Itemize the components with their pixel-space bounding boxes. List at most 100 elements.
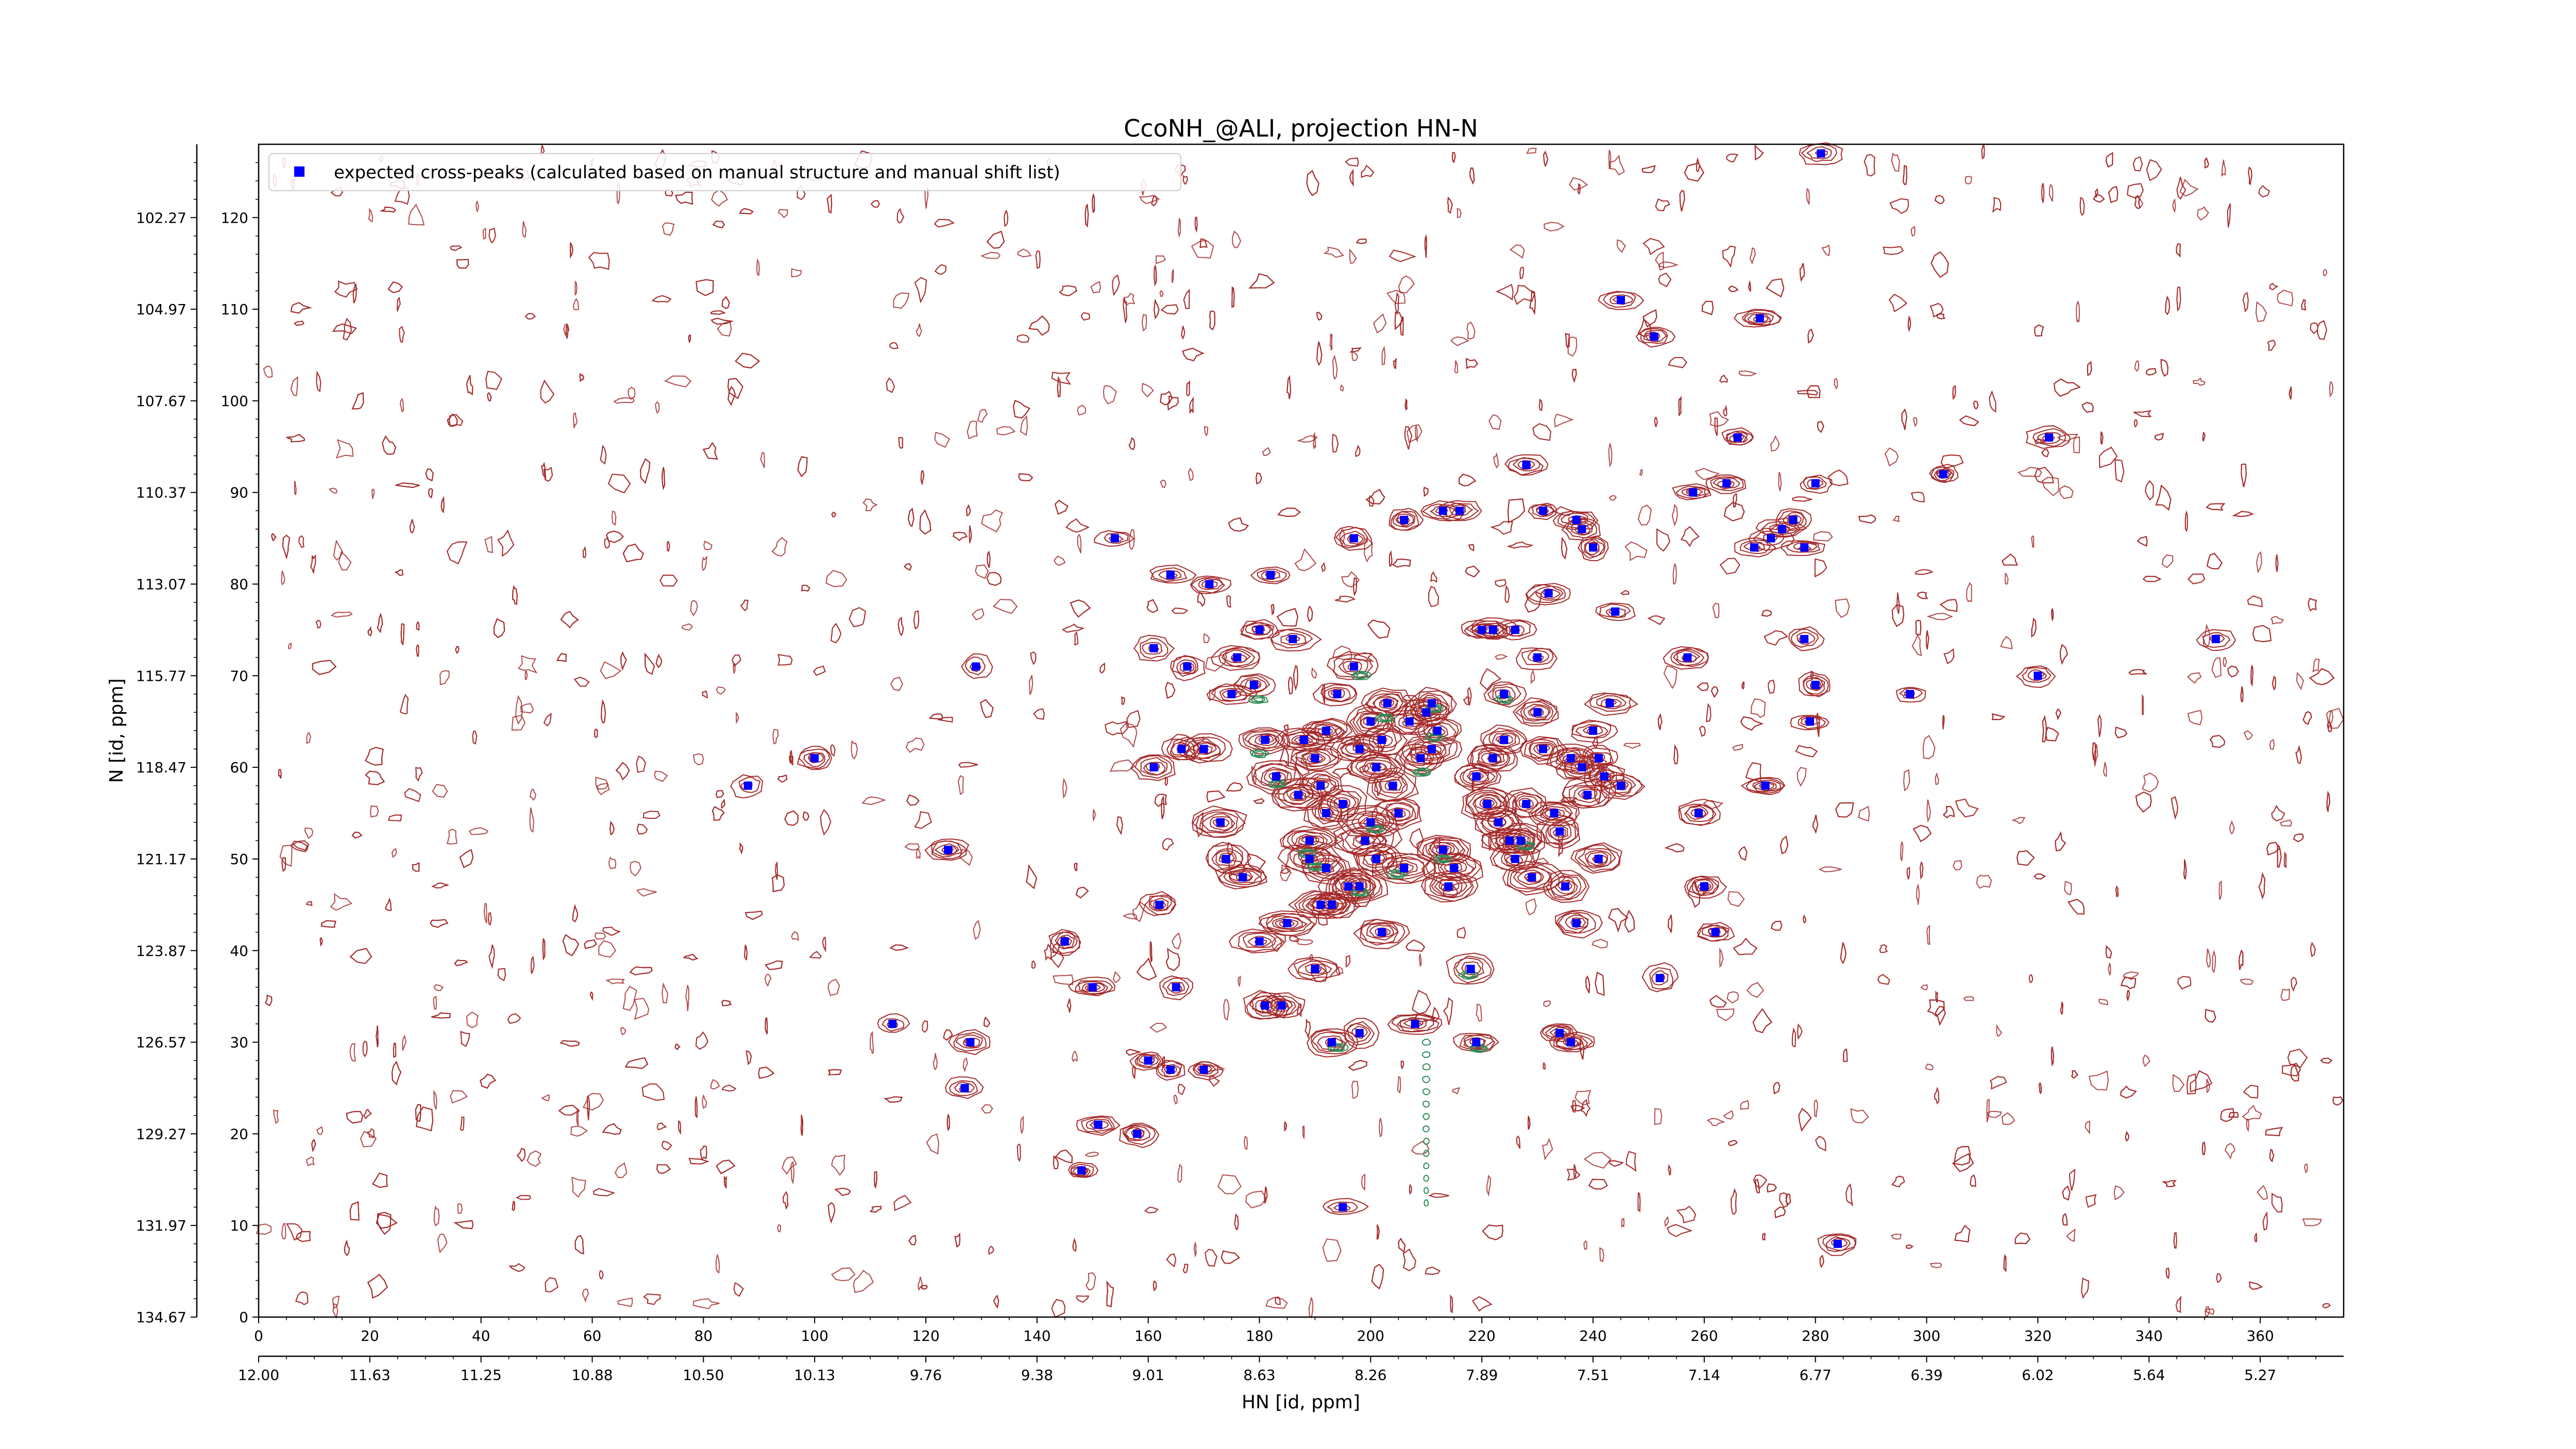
noise-contour (986, 572, 1002, 586)
noise-contour (2303, 1163, 2308, 1174)
noise-contour (315, 619, 321, 629)
noise-contour (1195, 812, 1204, 838)
cross-peak-point (1539, 745, 1547, 753)
noise-contour (529, 807, 534, 833)
peak-contour (1566, 519, 1598, 539)
noise-contour (1125, 1049, 1142, 1056)
noise-contour (1228, 517, 1249, 532)
noise-contour (2272, 676, 2276, 690)
noise-contour (612, 510, 617, 526)
negative-contour (1422, 1075, 1431, 1083)
noise-contour (1879, 944, 1888, 953)
noise-contour (588, 251, 610, 270)
peak-contour (1584, 541, 1600, 555)
noise-contour (1741, 681, 1745, 690)
peak-contour (1287, 957, 1341, 983)
peak-contour (1385, 802, 1414, 821)
negative-contour (1515, 840, 1536, 851)
noise-contour (1723, 502, 1745, 521)
noise-contour (1771, 920, 1783, 931)
noise-contour (636, 888, 657, 897)
peak-contour (1578, 535, 1609, 562)
noise-contour (1361, 165, 1375, 178)
noise-contour (1452, 1087, 1461, 1095)
noise-contour (2320, 1057, 2333, 1064)
noise-contour (620, 651, 627, 671)
noise-contour (1623, 743, 1641, 749)
peak-contour (1240, 677, 1267, 693)
y-tick-label: 100 (221, 393, 248, 410)
noise-contour (641, 1083, 665, 1101)
noise-contour (2059, 644, 2069, 665)
negative-contour (1368, 825, 1383, 833)
cross-peak-point (1500, 689, 1509, 698)
noise-contour (1740, 716, 1764, 731)
peak-contour (1425, 839, 1464, 860)
noise-contour (701, 555, 707, 571)
noise-contour (1964, 176, 1972, 184)
noise-contour (1132, 1065, 1136, 1080)
noise-contour (1706, 1118, 1725, 1126)
noise-contour (1307, 605, 1313, 622)
noise-contour (351, 831, 363, 839)
noise-contour (1608, 149, 1612, 169)
noise-contour (1349, 248, 1357, 264)
peak-contour (1930, 466, 1954, 483)
noise-contour (1033, 708, 1045, 720)
noise-contour (1544, 222, 1565, 232)
peak-contour (1535, 585, 1564, 601)
noise-contour (1353, 577, 1358, 597)
negative-contour (1521, 843, 1531, 849)
noise-contour (1858, 514, 1876, 524)
noise-contour (1286, 375, 1292, 399)
noise-contour (400, 623, 405, 646)
negative-contour (1376, 714, 1393, 722)
cross-peak-point (1594, 754, 1603, 763)
noise-contour (740, 599, 749, 612)
noise-contour (834, 1187, 851, 1197)
noise-contour (1306, 170, 1319, 196)
negative-contour (1422, 1088, 1431, 1096)
noise-contour (2034, 324, 2044, 336)
cross-peak-point (1305, 854, 1314, 863)
noise-contour (1317, 914, 1328, 926)
cross-peak-point (1378, 735, 1386, 744)
noise-contour (1177, 1084, 1186, 1096)
noise-contour (1199, 238, 1208, 248)
noise-contour (1182, 1263, 1189, 1273)
noise-contour (2155, 433, 2164, 441)
peak-contour (1476, 747, 1509, 767)
noise-contour (1495, 579, 1506, 587)
peak-contour (1512, 457, 1540, 471)
noise-contour (402, 1035, 407, 1051)
noise-contour (1678, 395, 1682, 416)
cross-peak-point (1466, 965, 1475, 973)
peak-contour (1067, 976, 1116, 997)
noise-contour (367, 1274, 388, 1299)
noise-contour (2108, 186, 2119, 204)
cross-peak-point (1350, 662, 1358, 671)
noise-contour (622, 544, 645, 563)
noise-contour (599, 1270, 604, 1280)
noise-contour (702, 1094, 707, 1109)
peak-contour (2022, 667, 2052, 683)
noise-contour (1553, 506, 1575, 516)
peak-contour (1643, 329, 1667, 343)
noise-contour (1397, 1076, 1401, 1094)
noise-contour (447, 413, 458, 427)
noise-contour (334, 280, 358, 298)
peak-contour (1298, 835, 1319, 846)
noise-contour (1055, 1149, 1073, 1164)
noise-contour (1755, 1179, 1760, 1193)
peak-contour (1134, 1054, 1161, 1069)
noise-contour (975, 564, 989, 579)
noise-contour (1891, 1175, 1905, 1188)
peak-contour (1312, 682, 1358, 707)
noise-contour (1031, 960, 1036, 969)
noise-contour (1141, 314, 1147, 332)
y-tick-label: 110 (221, 301, 248, 318)
noise-contour (1654, 1108, 1663, 1125)
noise-contour (1952, 385, 1956, 400)
noise-contour (1917, 592, 1928, 599)
